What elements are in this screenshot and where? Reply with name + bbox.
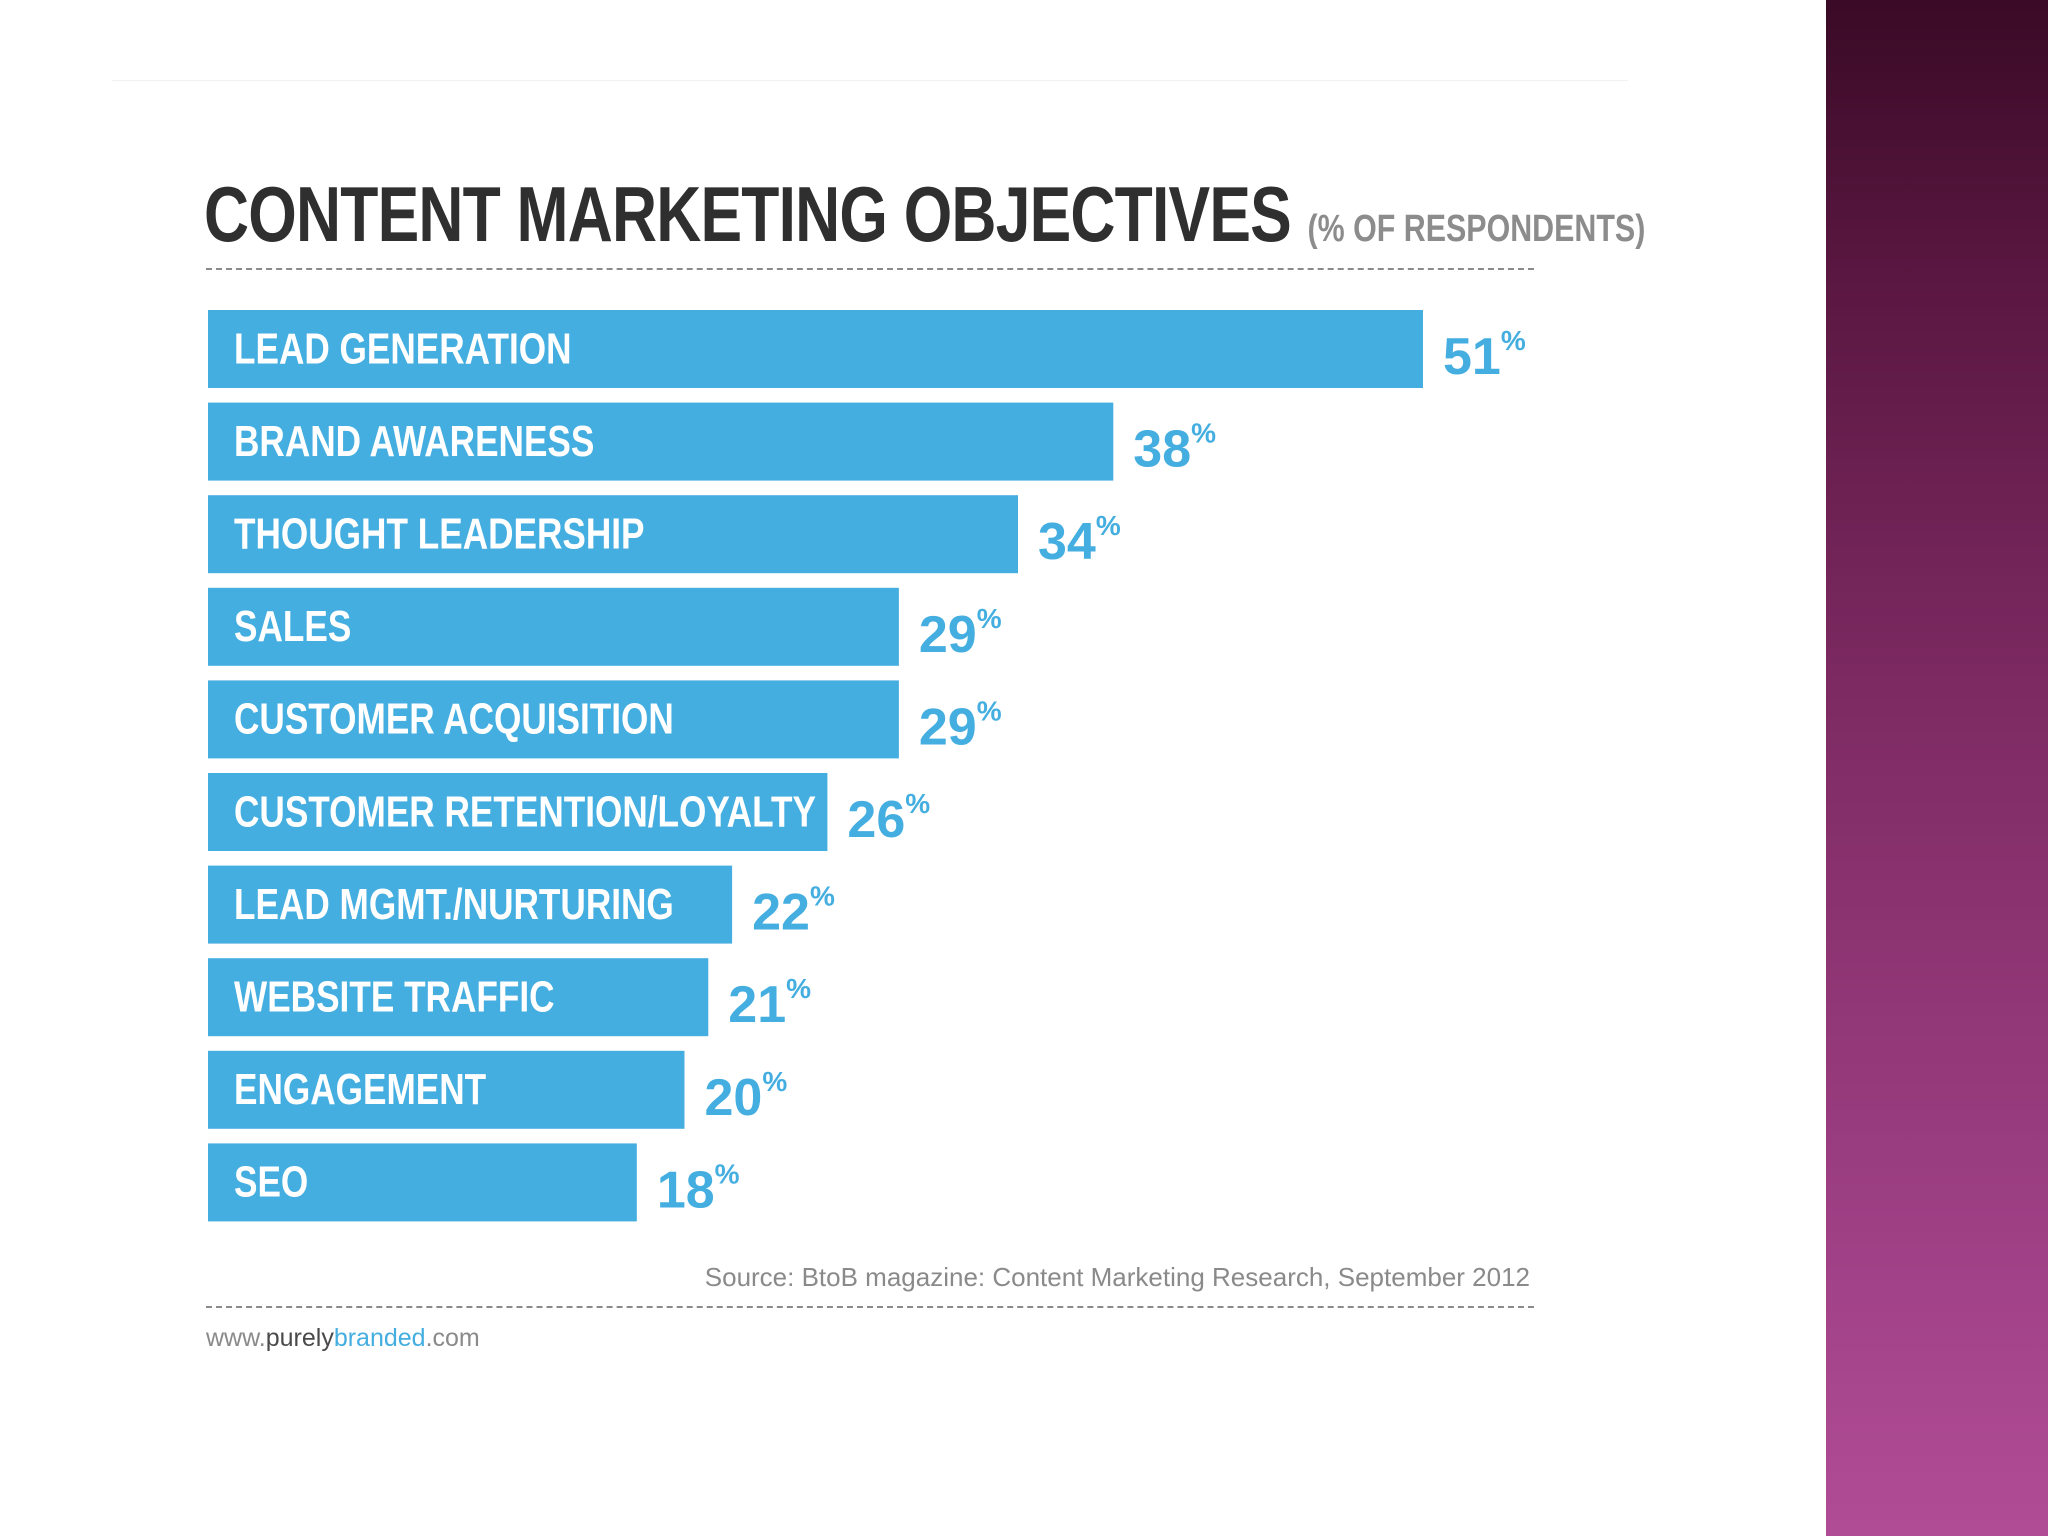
bar-label: BRAND AWARENESS xyxy=(234,417,594,466)
bar-customer-acquisition xyxy=(208,680,899,759)
chart-title-text: CONTENT MARKETING OBJECTIVES xyxy=(204,170,1292,258)
bar-label: CUSTOMER RETENTION/LOYALTY xyxy=(234,788,816,837)
url-prefix: www. xyxy=(206,1324,266,1352)
url-suffix: .com xyxy=(425,1324,480,1352)
value-label: 22% xyxy=(752,881,835,942)
url-brand: branded xyxy=(333,1324,426,1352)
bar-label: THOUGHT LEADERSHIP xyxy=(234,510,645,559)
value-label: 26% xyxy=(847,788,930,849)
dashed-divider-bottom xyxy=(206,1306,1534,1308)
value-label: 20% xyxy=(704,1066,787,1127)
bar-thought-leadership xyxy=(208,495,1018,574)
value-label: 18% xyxy=(657,1158,740,1219)
bar-label: LEAD MGMT./NURTURING xyxy=(234,880,674,929)
value-label: 29% xyxy=(919,695,1002,756)
value-label: 29% xyxy=(919,603,1002,664)
chart-subtitle: (% OF RESPONDENTS) xyxy=(1307,208,1646,250)
website-url[interactable]: www.purelybranded.com xyxy=(206,1324,480,1353)
bar-website-traffic xyxy=(208,958,709,1037)
bar-customer-retention-loyalty xyxy=(208,773,828,851)
bar-label: ENGAGEMENT xyxy=(234,1066,486,1115)
top-divider xyxy=(112,80,1628,81)
bar-sales xyxy=(208,587,899,666)
bar-lead-generation xyxy=(208,310,1423,388)
bar-lead-mgmt-nurturing xyxy=(208,865,733,944)
bar-label: SALES xyxy=(234,603,351,652)
bar-engagement xyxy=(208,1050,685,1129)
bar-label: SEO xyxy=(234,1158,308,1207)
value-label: 38% xyxy=(1133,418,1216,479)
dashed-divider-top xyxy=(206,268,1534,270)
source-note: Source: BtoB magazine: Content Marketing… xyxy=(704,1262,1530,1292)
url-middle: purely xyxy=(265,1324,334,1352)
bar-brand-awareness xyxy=(208,402,1114,481)
value-label: 21% xyxy=(728,973,811,1034)
chart-title: CONTENT MARKETING OBJECTIVES (% OF RESPO… xyxy=(204,168,1645,260)
bar-seo xyxy=(208,1143,637,1222)
decorative-side-band xyxy=(1826,0,2048,1536)
value-label: 34% xyxy=(1038,510,1121,571)
bar-label: WEBSITE TRAFFIC xyxy=(234,973,555,1022)
bar-label: LEAD GENERATION xyxy=(234,325,572,374)
bar-label: CUSTOMER ACQUISITION xyxy=(234,695,674,744)
value-label: 51% xyxy=(1443,325,1526,386)
